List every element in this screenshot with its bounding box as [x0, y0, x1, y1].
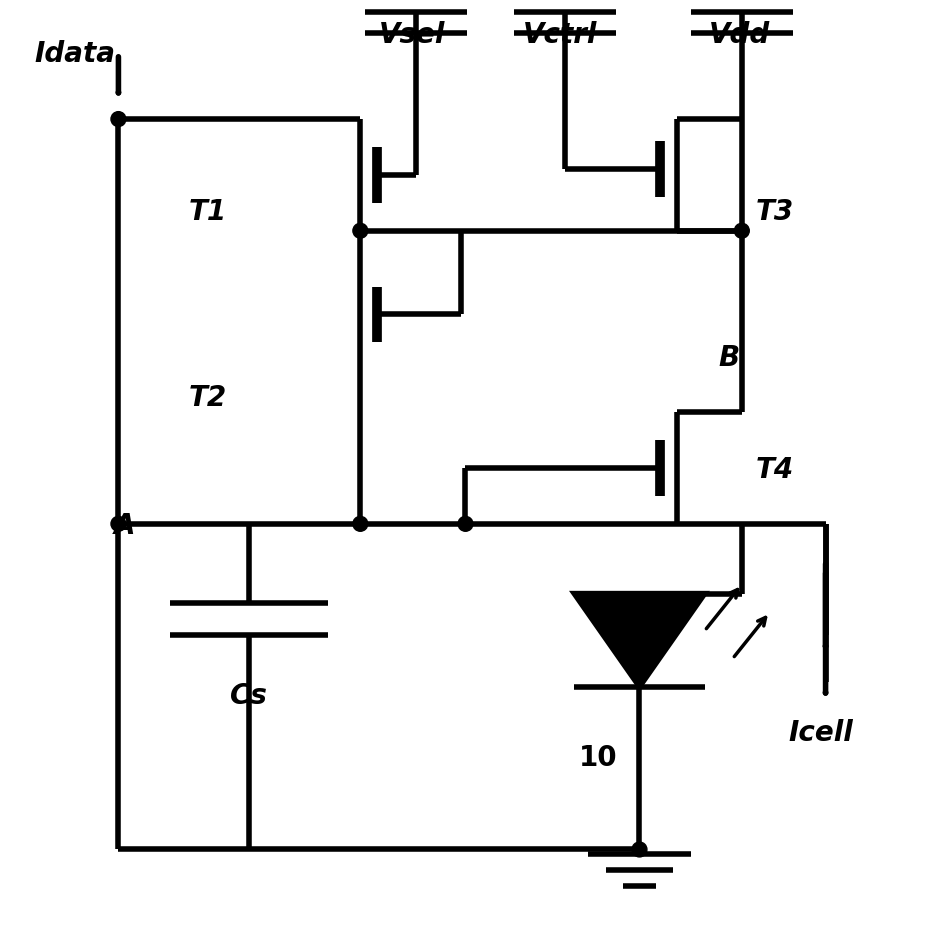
- Text: Icell: Icell: [788, 719, 853, 747]
- Circle shape: [353, 517, 368, 532]
- Text: Idata: Idata: [35, 40, 116, 68]
- Text: Vdd: Vdd: [709, 22, 770, 50]
- Text: T1: T1: [188, 198, 227, 227]
- Text: Vsel: Vsel: [379, 22, 446, 50]
- Circle shape: [458, 517, 473, 532]
- Text: Vctrl: Vctrl: [523, 22, 598, 50]
- Text: T3: T3: [756, 198, 794, 227]
- Polygon shape: [574, 593, 704, 687]
- Circle shape: [632, 842, 647, 857]
- Text: A: A: [114, 512, 135, 540]
- Circle shape: [353, 224, 368, 238]
- Text: T2: T2: [188, 384, 227, 412]
- Circle shape: [111, 517, 126, 532]
- Text: Cs: Cs: [230, 682, 267, 710]
- Text: 10: 10: [579, 744, 617, 772]
- Circle shape: [111, 111, 126, 126]
- Text: B: B: [718, 344, 740, 373]
- Circle shape: [734, 224, 750, 238]
- Text: T4: T4: [756, 456, 794, 484]
